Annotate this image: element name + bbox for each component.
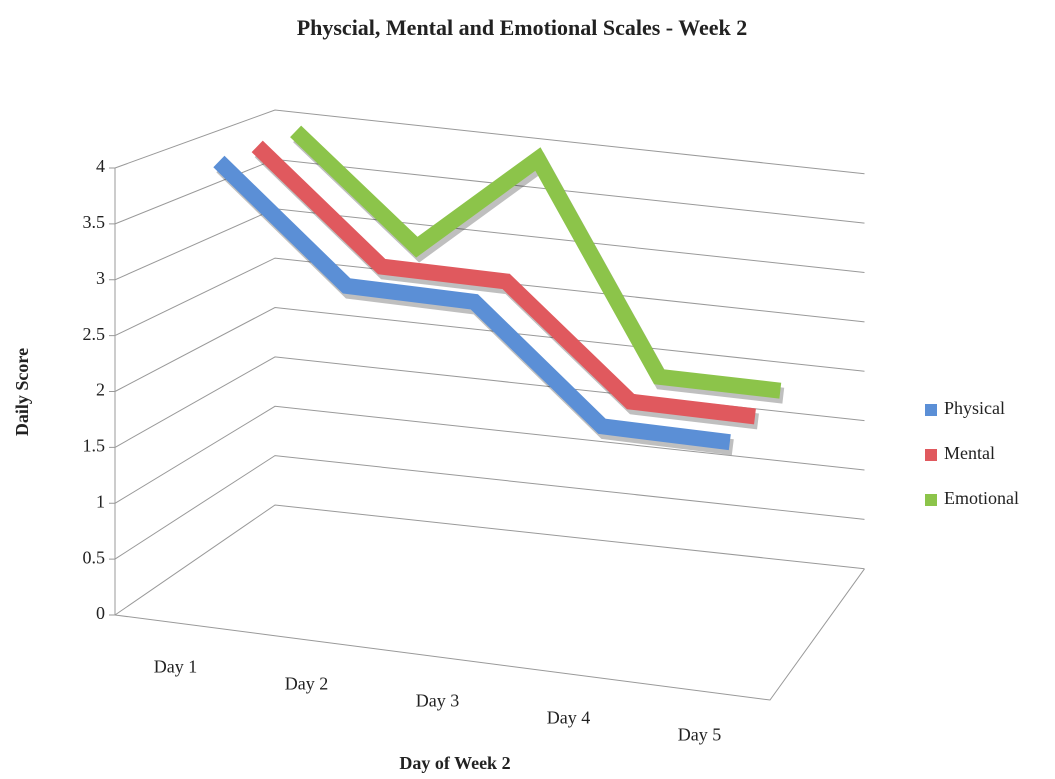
y-axis-title: Daily Score [12,348,32,436]
grid-line [114,109,865,175]
x-axis-title: Day of Week 2 [399,753,510,773]
legend-label: Emotional [944,488,1019,508]
legend-swatch [925,494,937,506]
grid-line [114,405,865,504]
x-tick-label: Day 1 [154,657,198,677]
line-series [290,125,782,399]
grid-line [114,306,865,392]
legend-label: Mental [944,443,995,463]
y-tick-label: 2.5 [83,324,106,344]
x-tick-label: Day 3 [416,691,460,711]
legend-swatch [925,404,937,416]
chart-title: Physcial, Mental and Emotional Scales - … [297,15,748,40]
legend-swatch [925,449,937,461]
x-tick-label: Day 4 [547,708,591,728]
y-tick-label: 1 [96,491,105,511]
y-tick-label: 3.5 [83,212,106,232]
y-tick-label: 1.5 [83,436,106,456]
y-tick-label: 2 [96,380,105,400]
grid-line [114,455,865,560]
y-tick-label: 0.5 [83,547,106,567]
legend-label: Physical [944,398,1005,418]
x-tick-label: Day 2 [285,674,329,694]
y-tick-label: 0 [96,603,105,623]
y-tick-label: 3 [96,268,105,288]
grid-line [114,208,865,281]
grid-line [114,257,865,337]
y-tick-label: 4 [96,156,105,176]
grid-line [114,356,865,448]
line-series [213,155,731,451]
line-series [251,140,756,425]
x-tick-label: Day 5 [678,725,722,745]
floor-edge [114,568,865,701]
grid-line [114,504,865,616]
